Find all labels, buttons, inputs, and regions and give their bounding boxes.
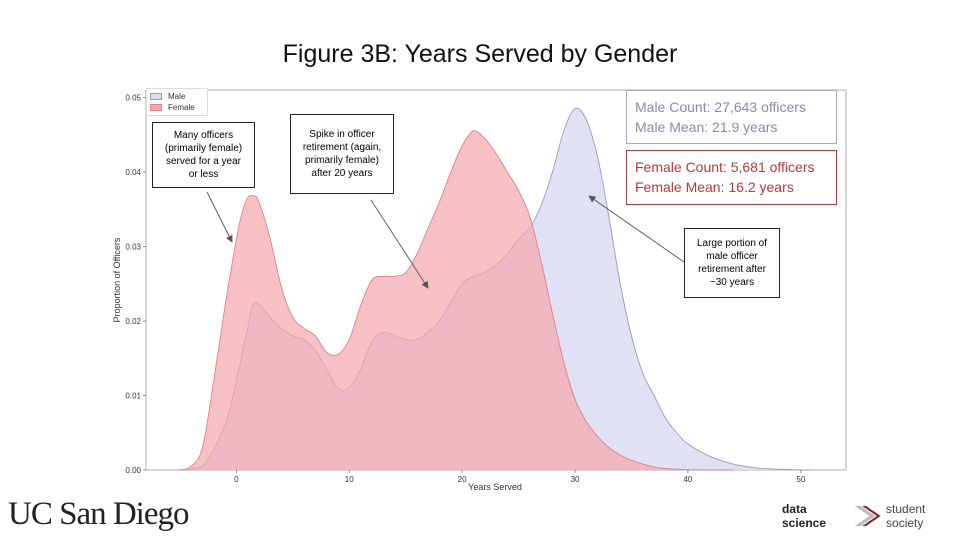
x-tick-label: 20 xyxy=(458,475,467,484)
series-area-female xyxy=(179,130,734,471)
series-layer xyxy=(179,107,813,471)
legend-item-female: Female xyxy=(150,102,204,113)
annotation-line: primarily female) xyxy=(305,155,379,166)
series-line-female xyxy=(179,130,734,471)
annotation-arrows xyxy=(206,191,685,289)
male-count: Male Count: 27,643 officers xyxy=(635,99,806,115)
dss-logo-bold: data science xyxy=(782,502,827,530)
male-mean: Male Mean: 21.9 years xyxy=(635,119,778,135)
legend-item-male: Male xyxy=(150,91,204,102)
annotation-line: Many officers xyxy=(173,130,234,141)
x-tick-label: 30 xyxy=(571,475,580,484)
legend-label-female: Female xyxy=(168,103,195,112)
y-tick-label: 0.04 xyxy=(125,168,141,177)
female-stats-box: Female Count: 5,681 officers Female Mean… xyxy=(626,150,837,205)
annotation-line: Large portion of xyxy=(696,238,768,249)
female-count: Female Count: 5,681 officers xyxy=(635,159,815,175)
chart-title: Figure 3B: Years Served by Gender xyxy=(282,40,678,68)
annotation-arrow xyxy=(206,191,233,243)
legend: Male Female xyxy=(146,88,208,116)
y-axis-label: Proportion of Officers xyxy=(112,237,122,322)
y-tick-label: 0.03 xyxy=(125,242,141,251)
chevron-logo-icon xyxy=(854,505,881,527)
annotation-arrow xyxy=(370,199,429,289)
ucsd-logo: UC San Diego xyxy=(8,496,189,532)
x-axis-label: Years Served xyxy=(468,482,522,492)
dss-logo: data science student society xyxy=(782,502,960,530)
male-stats-box: Male Count: 27,643 officers Male Mean: 2… xyxy=(626,90,837,144)
y-tick-label: 0.01 xyxy=(125,391,141,400)
y-tick-label: 0.00 xyxy=(125,466,141,475)
annotation-line: male officer xyxy=(706,251,758,262)
annotation-arrow xyxy=(588,195,685,263)
y-tick-label: 0.02 xyxy=(125,317,141,326)
annotation-male-30: Large portion of male officer retirement… xyxy=(684,228,780,298)
tick-layer: 0 10 20 30 40 50 0.00 0.01 0.02 0.03 0.04 0.05 xyxy=(125,93,805,484)
y-tick-label: 0.05 xyxy=(125,93,141,102)
annotation-line: (primarily female) xyxy=(164,143,243,154)
annotation-line: Spike in officer xyxy=(309,129,375,140)
legend-label-male: Male xyxy=(168,92,186,101)
annotation-line: or less xyxy=(188,169,219,180)
annotation-line: retirement after xyxy=(698,264,766,275)
female-mean: Female Mean: 16.2 years xyxy=(635,179,794,195)
annotation-line: served for a year xyxy=(165,156,242,167)
x-tick-label: 40 xyxy=(683,475,692,484)
legend-swatch-male xyxy=(150,93,162,100)
annotation-line: after 20 years xyxy=(311,168,373,179)
x-tick-label: 0 xyxy=(234,475,239,484)
annotation-female-short: Many officers (primarily female) served … xyxy=(152,122,255,188)
annotation-female-spike: Spike in officer retirement (again, prim… xyxy=(290,114,394,194)
x-tick-label: 10 xyxy=(345,475,354,484)
x-tick-label: 50 xyxy=(796,475,805,484)
legend-swatch-female xyxy=(150,104,162,111)
annotation-line: ~30 years xyxy=(709,277,755,288)
annotation-line: retirement (again, xyxy=(302,142,382,153)
dss-logo-light: student society xyxy=(886,502,926,530)
